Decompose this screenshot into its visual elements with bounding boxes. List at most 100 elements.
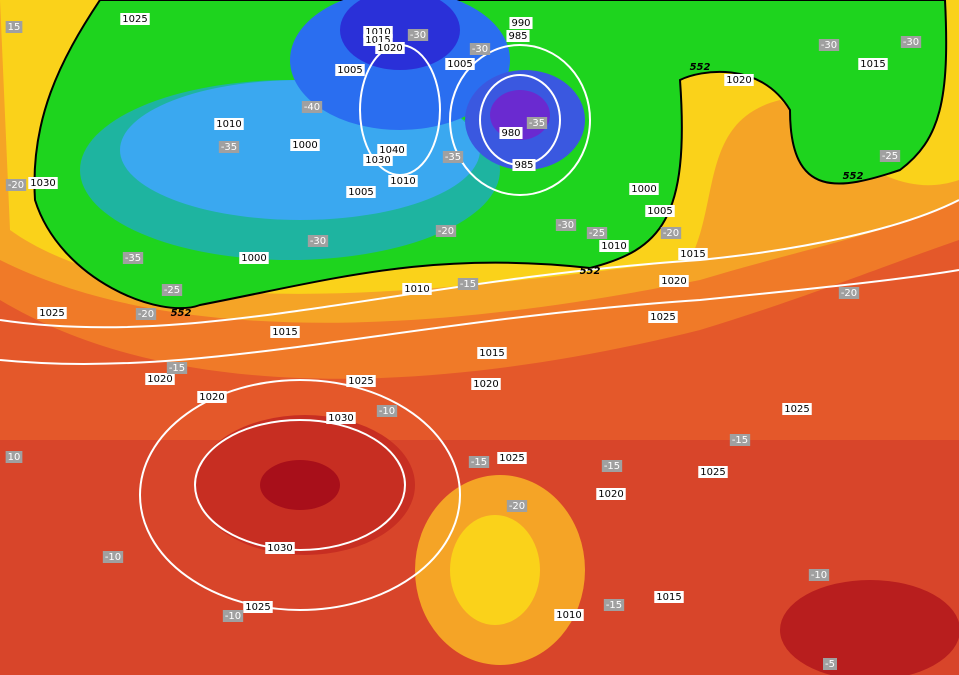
temperature-label: -20 <box>506 500 528 512</box>
isobar-label-box <box>214 118 244 130</box>
isobar-label-box <box>499 127 523 139</box>
isobar-label-text: 1025 <box>122 14 147 25</box>
isobar-label: 1020 <box>375 42 405 54</box>
isobar-label: 1010 <box>388 175 418 187</box>
temperature-label-box <box>307 235 329 247</box>
temperature-label-box <box>879 150 901 162</box>
isobar-label-box <box>402 283 432 295</box>
isobar-label-text: 980 <box>501 128 520 139</box>
temperature-label-box <box>122 252 144 264</box>
temperature-label-box <box>729 434 751 446</box>
temperature-label-text: -20 <box>841 288 857 299</box>
temperature-label-box <box>161 284 183 296</box>
isobar-label-box <box>629 183 659 195</box>
isobar-label-box <box>512 159 536 171</box>
isobar-label-box <box>599 240 629 252</box>
isobar-label-box <box>554 609 584 621</box>
isobar-label-text: 1010 <box>404 284 429 295</box>
isobar-label-text: 1020 <box>147 374 172 385</box>
temperature-label: 10 <box>5 451 23 463</box>
isobar-label-box <box>509 17 533 29</box>
temperature-label: -35 <box>442 151 464 163</box>
isobar-label: 1025 <box>120 13 150 25</box>
isobar-label-text: 1010 <box>556 610 581 621</box>
isobar-label: 1020 <box>197 391 227 403</box>
isobar-label: 1030 <box>326 412 356 424</box>
temperature-label-text: -15 <box>460 279 476 290</box>
isobar-label-box <box>37 307 67 319</box>
temperature-label: -15 <box>166 362 188 374</box>
isobar-label-box <box>270 326 300 338</box>
temperature-label-box <box>435 225 457 237</box>
temperature-label-box <box>457 278 479 290</box>
temperature-label-box <box>166 362 188 374</box>
high-core <box>260 460 340 510</box>
isobar-label-box <box>654 591 684 603</box>
isobar-label-text: 1015 <box>860 59 885 70</box>
isobar-label-box <box>648 311 678 323</box>
temperature-label: -30 <box>407 29 429 41</box>
temperature-label-text: -30 <box>558 220 574 231</box>
isobar-label: 1010 <box>402 283 432 295</box>
temperature-label-text: 10 <box>8 452 21 463</box>
isobar-label: 1020 <box>596 488 626 500</box>
isobar-label: 1005 <box>445 58 475 70</box>
isobar <box>0 269 959 366</box>
temperature-label-box <box>900 36 922 48</box>
temperature-label-box <box>135 308 157 320</box>
isobar-label-text: 1010 <box>365 27 390 38</box>
isobars <box>0 44 959 611</box>
temperature-label: -30 <box>900 36 922 48</box>
isobar-label-text: 1000 <box>292 140 317 151</box>
isobar-label: 1025 <box>698 466 728 478</box>
temperature-label: -15 <box>457 278 479 290</box>
isobar-label: 1000 <box>629 183 659 195</box>
temperature-label: -20 <box>838 287 860 299</box>
temperature-label-text: -15 <box>732 435 748 446</box>
isobar-label-text: 985 <box>508 31 527 42</box>
temperature-label-text: -25 <box>164 285 180 296</box>
contour-label: 552 <box>580 266 601 277</box>
temperature-label-box <box>222 610 244 622</box>
temperature-label: 15 <box>5 21 23 33</box>
isobar-label-text: 1000 <box>241 253 266 264</box>
temperature-label-box <box>526 117 548 129</box>
isobar-label-box <box>346 375 376 387</box>
temperature-label: -30 <box>307 235 329 247</box>
isobar-label: 1025 <box>37 307 67 319</box>
temperature-label-box <box>5 21 23 33</box>
temperature-label-box <box>603 599 625 611</box>
temperature-label-text: -10 <box>225 611 241 622</box>
isobar-label-box <box>724 74 754 86</box>
contour-label: 552 <box>843 171 864 182</box>
temperature-label: -10 <box>222 610 244 622</box>
isobar-label-text: 1025 <box>784 404 809 415</box>
isobar-label: 1010 <box>599 240 629 252</box>
temperature-label: -20 <box>135 308 157 320</box>
isobar-label: 1000 <box>239 252 269 264</box>
isobar-label: 1025 <box>497 452 527 464</box>
iberia-core <box>450 515 540 625</box>
isobar <box>449 44 591 196</box>
isobar-label-text: 990 <box>511 18 530 29</box>
isobar-label-text: 1020 <box>473 379 498 390</box>
isobar-label: 1000 <box>290 139 320 151</box>
isobar-label: 1025 <box>648 311 678 323</box>
isobar-label-box <box>645 205 675 217</box>
temperature-label-box <box>808 569 830 581</box>
temperature-label-box <box>818 39 840 51</box>
temperature-label-text: -5 <box>825 659 835 670</box>
isobar-label-text: 1015 <box>680 249 705 260</box>
temperature-label-text: -35 <box>529 118 545 129</box>
isobar-label-text: 1030 <box>30 178 55 189</box>
temperature-label: -20 <box>5 179 27 191</box>
temperature-label: -15 <box>468 456 490 468</box>
isobar-label-box <box>678 248 708 260</box>
isobar-label: 990 <box>509 17 533 29</box>
temperature-label: -25 <box>161 284 183 296</box>
temperature-label-text: -20 <box>8 180 24 191</box>
isobar-label-box <box>290 139 320 151</box>
isobar-label-box <box>197 391 227 403</box>
isobar-label-box <box>375 42 405 54</box>
isobar <box>194 419 406 551</box>
